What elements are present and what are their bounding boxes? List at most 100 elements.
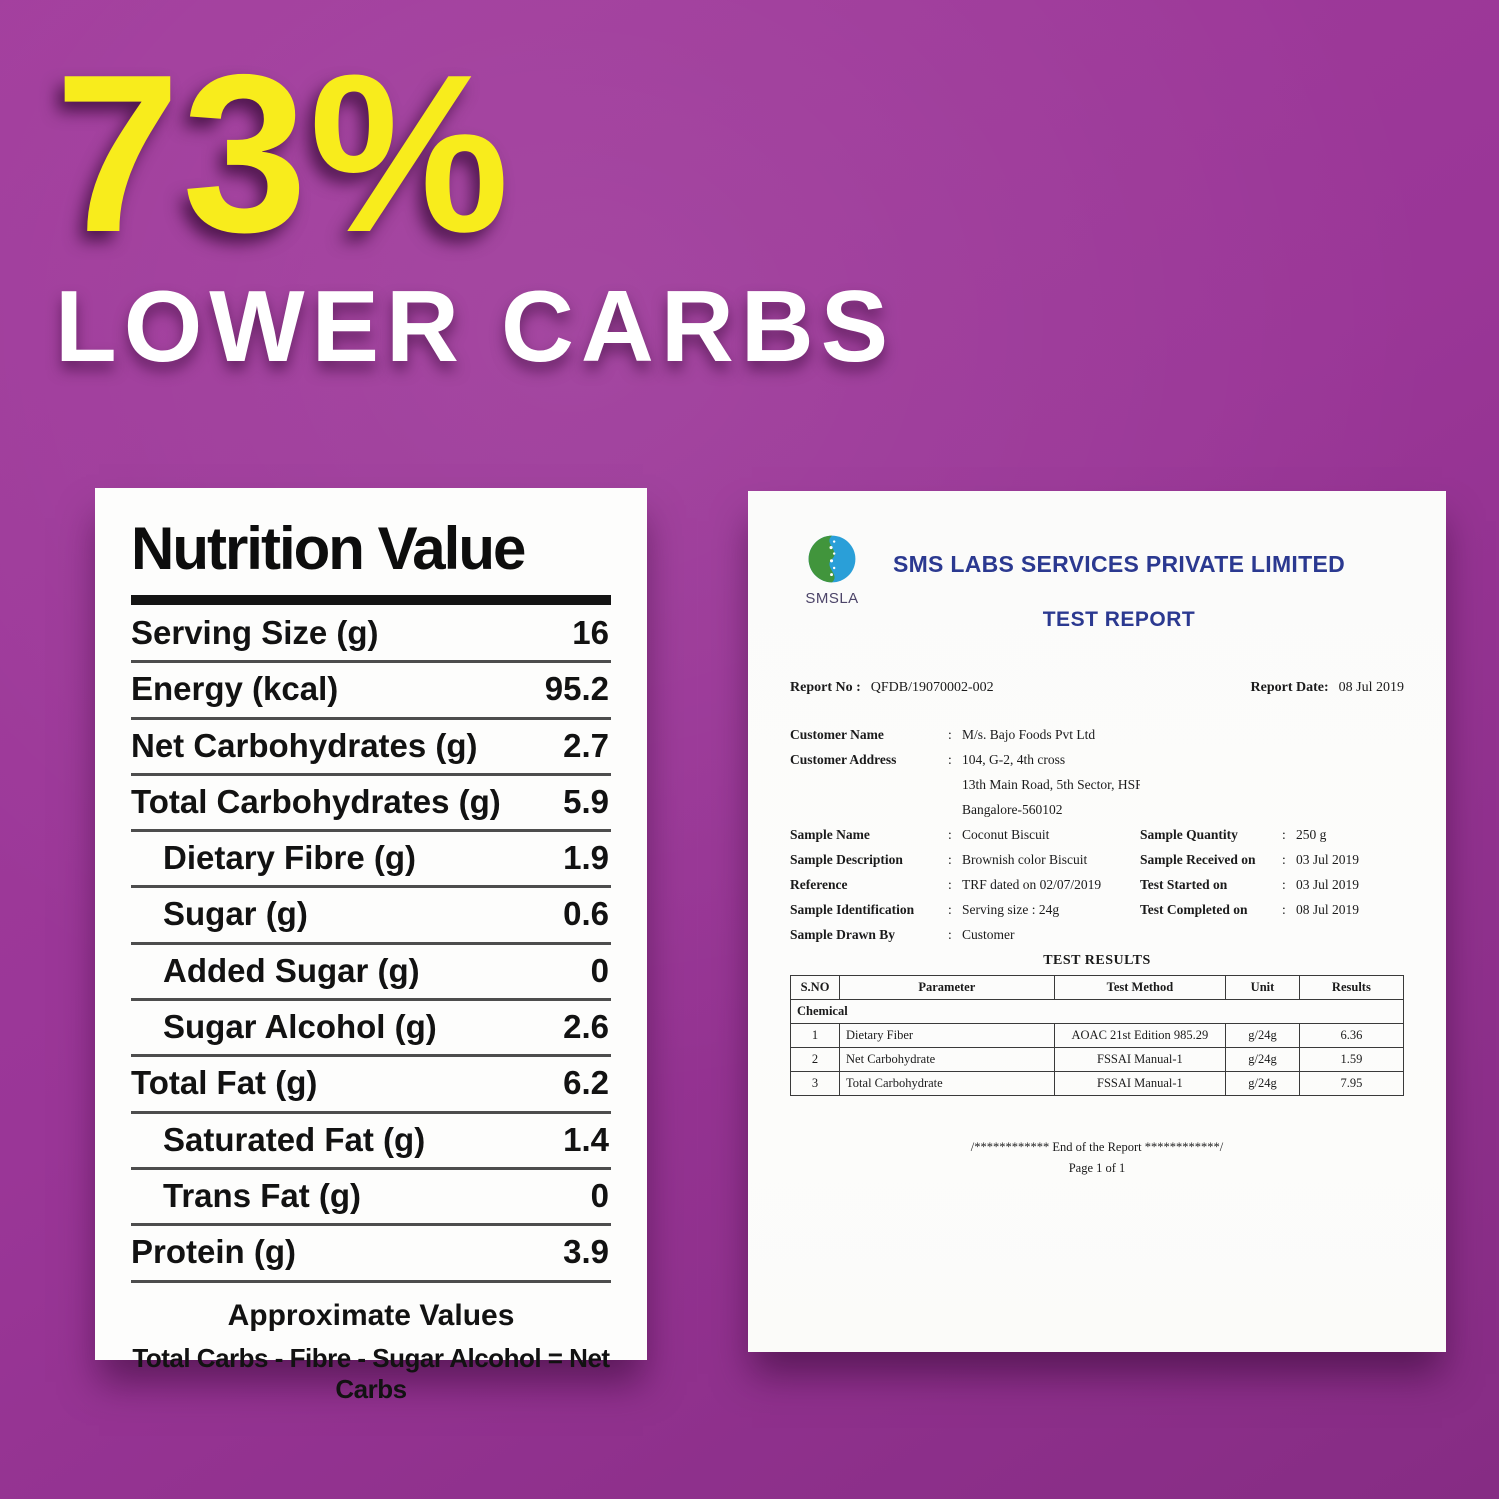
hero-percent: 73% <box>55 27 512 279</box>
test-report-card: SMSLA SMS LABS SERVICES PRIVATE LIMITED … <box>748 491 1446 1352</box>
end-of-report-note: /************ End of the Report ********… <box>970 1140 1224 1154</box>
table-cell: g/24g <box>1225 1071 1300 1096</box>
nutrition-row-value: 2.7 <box>563 726 609 764</box>
detail-value: 250 g <box>1295 827 1327 842</box>
report-details: Customer Name: M/s. Bajo Foods Pvt Ltd Cu… <box>790 722 1404 947</box>
detail-row: Reference: TRF dated on 02/07/2019 <box>790 872 1140 897</box>
table-header-cell: Parameter <box>839 975 1055 1000</box>
report-header: SMSLA SMS LABS SERVICES PRIVATE LIMITED … <box>790 529 1404 632</box>
table-row: 1 Dietary Fiber AOAC 21st Edition 985.29… <box>789 1023 1405 1048</box>
detail-label: Customer Address <box>790 752 897 767</box>
nutrition-row-label: Sugar Alcohol (g) <box>163 1008 437 1046</box>
nutrition-row-value: 16 <box>572 614 609 651</box>
table-header-cell: Unit <box>1225 975 1300 1000</box>
table-cell: 6.36 <box>1298 1023 1405 1048</box>
nutrition-row-label: Dietary Fibre (g) <box>163 839 417 877</box>
nutrition-row: Trans Fat (g) 0 <box>131 1170 611 1227</box>
detail-row: Test Started on:03 Jul 2019 <box>1140 872 1404 897</box>
nutrition-row-value: 0 <box>590 951 609 989</box>
detail-value: M/s. Bajo Foods Pvt Ltd <box>962 727 1096 742</box>
detail-row: Test Completed on:08 Jul 2019 <box>1140 897 1404 922</box>
nutrition-row-label: Protein (g) <box>131 1233 296 1271</box>
nutrition-row-value: 0.6 <box>563 895 609 933</box>
table-row: 3 Total Carbohydrate FSSAI Manual-1 g/24… <box>789 1071 1405 1096</box>
detail-row: Bangalore-560102 <box>790 797 1140 822</box>
nutrition-row-value: 1.9 <box>563 839 609 877</box>
detail-row: Customer Address:104, G-2, 4th cross <box>790 747 1140 772</box>
detail-value: 08 Jul 2019 <box>1295 902 1359 917</box>
nutrition-label-card: Nutrition Value Serving Size (g) 16 Ener… <box>95 488 647 1404</box>
nutrition-title: Nutrition Value <box>131 515 526 582</box>
table-cell: FSSAI Manual-1 <box>1053 1047 1227 1072</box>
detail-row: 13th Main Road, 5th Sector, HSR Layout <box>790 772 1140 797</box>
detail-row: Customer Name: M/s. Bajo Foods Pvt Ltd <box>790 722 1140 747</box>
results-table: S.NO Parameter Test Method Unit Results … <box>789 975 1405 1096</box>
nutrition-row: Total Carbohydrates (g) 5.9 <box>131 776 611 833</box>
table-header-row: S.NO Parameter Test Method Unit Results <box>789 975 1405 1000</box>
nutrition-row-value: 1.4 <box>563 1120 609 1158</box>
detail-label: Sample Description <box>790 852 903 867</box>
nutrition-row-value: 2.6 <box>563 1008 609 1046</box>
detail-label: Sample Name <box>790 827 870 842</box>
nutrition-row-label: Added Sugar (g) <box>163 951 420 989</box>
detail-label: Test Started on <box>1139 877 1228 892</box>
detail-row: Sample Drawn By: Customer <box>790 922 1140 947</box>
detail-row: Sample Received on:03 Jul 2019 <box>1140 847 1404 872</box>
detail-label: Reference <box>790 877 848 892</box>
nutrition-row-value: 6.2 <box>563 1064 609 1102</box>
nutrition-row-label: Net Carbohydrates (g) <box>131 726 478 764</box>
detail-row: Sample Identification: Serving size : 24g <box>790 897 1140 922</box>
table-cell: Total Carbohydrate <box>839 1071 1055 1096</box>
hero-subtitle: LOWER CARBS <box>55 271 896 384</box>
nutrition-row-label: Sugar (g) <box>163 895 308 933</box>
nutrition-row-label: Serving Size (g) <box>131 614 379 651</box>
detail-value: 13th Main Road, 5th Sector, HSR Layout <box>962 777 1140 792</box>
lab-logo-icon <box>808 535 856 583</box>
nutrition-row: Added Sugar (g) 0 <box>131 945 611 1002</box>
detail-value: TRF dated on 02/07/2019 <box>962 877 1102 892</box>
detail-value: Bangalore-560102 <box>962 802 1063 817</box>
table-row: 2 Net Carbohydrate FSSAI Manual-1 g/24g … <box>789 1047 1405 1072</box>
detail-row: Sample Name: Coconut Biscuit <box>790 822 1140 847</box>
detail-label: Sample Identification <box>790 902 915 917</box>
detail-label: Test Completed on <box>1139 902 1248 917</box>
table-section-row: Chemical <box>790 999 1404 1024</box>
detail-label: Sample Quantity <box>1139 827 1238 842</box>
results-title: TEST RESULTS <box>1043 953 1151 968</box>
detail-value: Coconut Biscuit <box>962 827 1050 842</box>
table-cell: Net Carbohydrate <box>839 1047 1055 1072</box>
nutrition-row-label: Total Carbohydrates (g) <box>131 782 501 820</box>
detail-value: 03 Jul 2019 <box>1295 877 1359 892</box>
table-cell: 1.59 <box>1298 1047 1405 1072</box>
nutrition-row-value: 0 <box>590 1176 609 1214</box>
table-cell: g/24g <box>1225 1047 1300 1072</box>
nutrition-row-label: Saturated Fat (g) <box>163 1120 426 1158</box>
detail-value: 104, G-2, 4th cross <box>962 752 1066 767</box>
nutrition-row: Net Carbohydrates (g) 2.7 <box>131 720 611 776</box>
detail-label: Sample Drawn By <box>790 927 896 942</box>
table-header-cell: Results <box>1298 975 1405 1000</box>
detail-label <box>790 772 948 797</box>
table-cell: 1 <box>789 1023 841 1048</box>
report-no: Report No : QFDB/19070002-002 <box>790 680 994 696</box>
nutrition-row: Protein (g) 3.9 <box>131 1226 611 1283</box>
nutrition-footer-formula: Total Carbs - Fibre - Sugar Alcohol = Ne… <box>132 1342 610 1404</box>
nutrition-title-rule <box>131 595 611 605</box>
table-cell: FSSAI Manual-1 <box>1053 1071 1227 1096</box>
nutrition-row-value: 5.9 <box>563 782 609 820</box>
details-right-column: Sample Quantity:250 g Sample Received on… <box>1140 822 1404 947</box>
report-date: Report Date: 08 Jul 2019 <box>1251 680 1404 696</box>
detail-row: Sample Description: Brownish color Biscui… <box>790 847 1140 872</box>
nutrition-row-value: 3.9 <box>563 1233 609 1271</box>
report-title: TEST REPORT <box>1042 608 1196 631</box>
nutrition-row: Sugar Alcohol (g) 2.6 <box>131 1001 611 1058</box>
table-cell: Dietary Fiber <box>839 1023 1055 1048</box>
table-cell: 2 <box>789 1047 841 1072</box>
detail-label <box>790 797 948 822</box>
nutrition-row: Dietary Fibre (g) 1.9 <box>131 832 611 889</box>
nutrition-row: Sugar (g) 0.6 <box>131 888 611 945</box>
detail-value: 03 Jul 2019 <box>1295 852 1359 867</box>
report-meta: Report No : QFDB/19070002-002 Report Date… <box>790 680 1404 696</box>
detail-label: Customer Name <box>790 727 884 742</box>
report-no-value: QFDB/19070002-002 <box>870 680 994 695</box>
